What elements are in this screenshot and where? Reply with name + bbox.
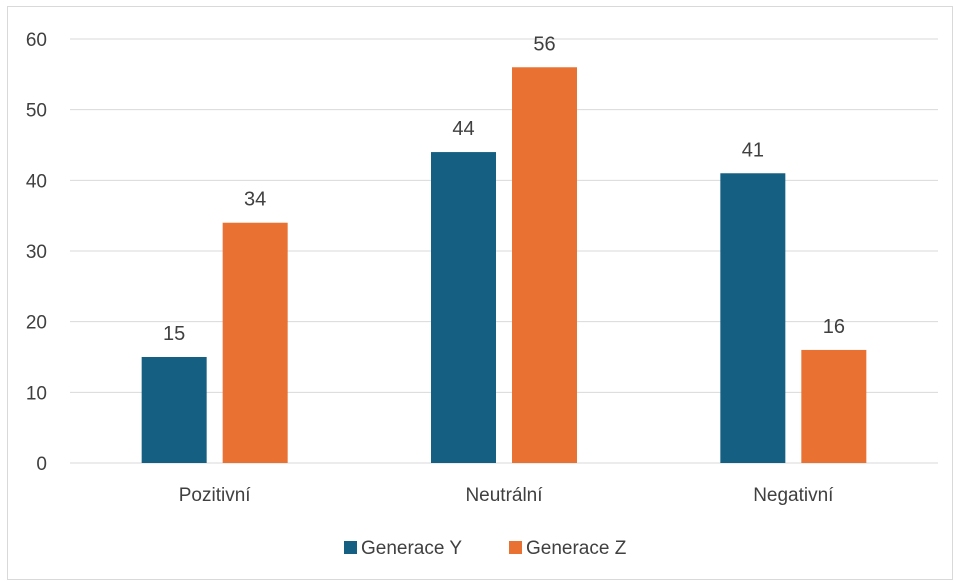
data-label: 34: [244, 189, 266, 211]
legend-label: Generace Y: [361, 538, 462, 559]
y-tick-label: 0: [36, 454, 47, 475]
data-labels: 15 34 44 56 41 16: [163, 33, 845, 345]
data-label: 15: [163, 323, 185, 345]
x-category-label: Pozitivní: [179, 485, 252, 506]
y-tick-label: 30: [26, 242, 47, 263]
y-axis-ticks: 0 10 20 30 40 50 60: [26, 30, 47, 475]
y-tick-label: 20: [26, 313, 47, 334]
legend-swatch: [344, 541, 357, 554]
y-tick-label: 50: [26, 101, 47, 122]
y-tick-label: 40: [26, 171, 47, 192]
x-category-label: Negativní: [753, 485, 834, 506]
legend-label: Generace Z: [526, 538, 627, 559]
bar-generace-z: [222, 222, 288, 463]
y-tick-label: 60: [26, 30, 47, 51]
gridlines: [70, 38, 938, 464]
x-category-label: Neutrální: [465, 485, 543, 506]
data-label: 44: [452, 118, 474, 140]
data-label: 16: [823, 316, 845, 338]
legend: Generace Y Generace Z: [344, 538, 627, 559]
legend-swatch: [509, 541, 522, 554]
bar-generace-z: [801, 349, 867, 463]
y-tick-label: 10: [26, 383, 47, 404]
bar-generace-z: [512, 67, 577, 464]
data-label: 41: [742, 139, 764, 161]
bar-generace-y: [431, 152, 496, 464]
data-label: 56: [533, 33, 555, 55]
bar-generace-y: [141, 357, 207, 463]
bars: [141, 67, 867, 464]
x-axis-categories: Pozitivní Neutrální Negativní: [179, 485, 834, 506]
bar-generace-y: [720, 173, 786, 463]
